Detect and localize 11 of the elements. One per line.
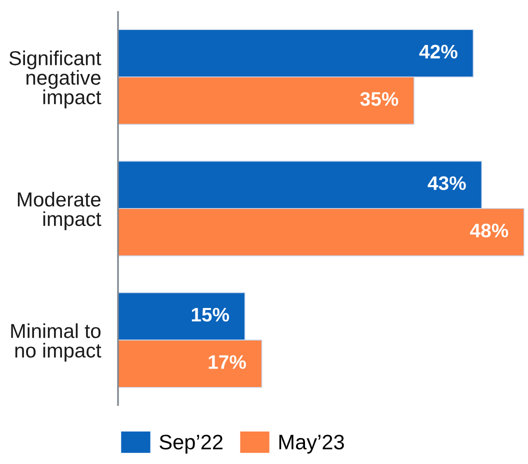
y-tick-label: Minimal to no impact [11, 323, 102, 362]
y-tick-label: Moderate impact [18, 192, 102, 230]
data-label: 17% [208, 355, 246, 369]
data-label: 42% [419, 44, 458, 58]
data-label: 48% [470, 224, 508, 238]
legend-label: May’23 [279, 434, 344, 454]
legend-label: Sep’22 [160, 434, 222, 454]
y-tick-label: Significant negative impact [9, 50, 102, 108]
data-label: 35% [360, 92, 398, 106]
data-label: 43% [428, 176, 466, 190]
data-label: 15% [192, 308, 230, 322]
